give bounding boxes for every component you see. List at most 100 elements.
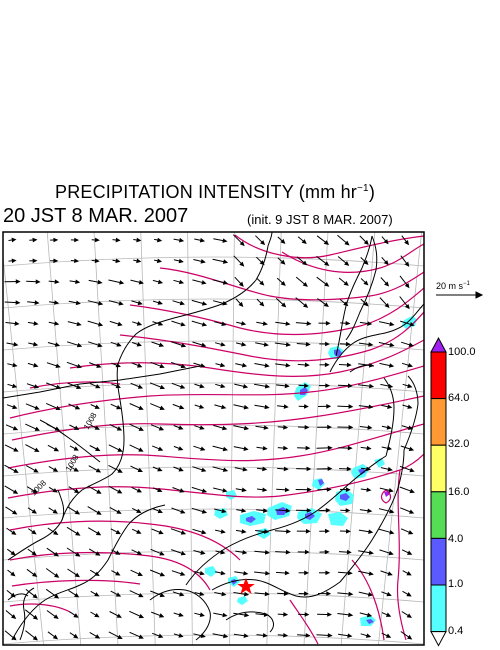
- wind-vector-head: [366, 445, 372, 451]
- grid-parallel: [3, 256, 424, 267]
- wind-vector-head: [54, 426, 61, 431]
- wind-vector-head: [97, 279, 103, 285]
- wind-vector-head: [346, 549, 352, 555]
- isobar-label: 1008: [29, 478, 48, 497]
- wind-vector-head: [137, 363, 143, 368]
- wind-vector-head: [12, 509, 18, 515]
- title-close: ): [368, 182, 376, 202]
- wind-vector-head: [324, 362, 330, 368]
- wind-vector-head: [34, 405, 40, 410]
- wind-vector-head: [286, 529, 292, 534]
- wind-vector-head: [283, 591, 289, 596]
- wind-vector-head: [306, 466, 312, 472]
- wind-vector-head: [283, 612, 289, 617]
- colorbar-level-0-4: 0.4: [448, 625, 464, 637]
- wind-vector-head: [137, 571, 143, 577]
- wind-vector-head: [244, 612, 250, 618]
- wind-vector-head: [345, 528, 351, 534]
- wind-vector-head: [180, 550, 186, 556]
- wind-vector-head: [117, 489, 123, 494]
- wind-vector-head: [13, 468, 19, 473]
- isobar: [351, 559, 385, 641]
- wind-vector-head: [138, 613, 145, 619]
- wind-vector-head: [363, 301, 369, 307]
- wind-vector-head: [327, 466, 333, 472]
- wind-vector-head: [54, 279, 60, 285]
- wind-vector-head: [13, 342, 19, 347]
- wind-vector-head: [94, 258, 100, 264]
- wind-vector-head: [31, 529, 37, 535]
- wind-vector-head: [94, 237, 100, 243]
- wind-vector-head: [262, 321, 268, 326]
- wind-vector-head: [201, 342, 207, 348]
- wind-vector-head: [409, 509, 415, 514]
- wind-vector-head: [96, 489, 102, 494]
- wind-vector-head: [283, 466, 289, 472]
- map-frame: [2, 231, 425, 646]
- precip-cell: [226, 490, 237, 500]
- wind-vector-head: [201, 488, 208, 493]
- wind-vector-head: [388, 488, 394, 493]
- wind-vector-head: [74, 572, 80, 578]
- wind-vector-head: [263, 529, 270, 534]
- colorbar-level-100: 100.0: [448, 346, 476, 358]
- wind-vector-head: [54, 573, 60, 578]
- grid-meridian: [266, 232, 282, 645]
- wind-vector-head: [136, 508, 142, 513]
- wind-vector-head: [302, 260, 308, 266]
- wind-vector-head: [368, 404, 374, 410]
- coast-honshu-east: [339, 449, 405, 583]
- wind-vector-head: [368, 550, 374, 555]
- wind-vector-head: [388, 383, 394, 389]
- wind-vector-head: [285, 549, 291, 555]
- wind-vector-head: [201, 322, 208, 327]
- wind-vector-head: [97, 342, 103, 348]
- wind-vector-head: [284, 383, 290, 389]
- wind-vector-head: [368, 529, 374, 535]
- wind-vector-head: [199, 591, 205, 597]
- wind-vector-head: [285, 342, 291, 347]
- wind-vector-head: [33, 362, 39, 368]
- wind-vector-head: [239, 261, 245, 267]
- wind-vector-head: [404, 283, 410, 289]
- wind-vector-head: [136, 237, 142, 243]
- wind-vector-head: [11, 383, 18, 389]
- wind-vector-head: [327, 612, 333, 617]
- wind-vector-head: [179, 300, 185, 306]
- wind-vector-head: [200, 446, 206, 451]
- wind-vector-head: [280, 238, 286, 244]
- grid-meridian: [303, 232, 329, 645]
- precip-cell-heavy: [318, 479, 324, 486]
- wind-vector-head: [409, 467, 415, 473]
- wind-vector-head: [383, 239, 389, 245]
- wind-vector-head: [96, 510, 102, 515]
- wind-vector-head: [241, 508, 247, 513]
- wind-vector-head: [343, 281, 349, 286]
- isobar: [29, 381, 121, 389]
- wind-vector-head: [259, 280, 265, 286]
- wind-vector-head: [345, 320, 351, 326]
- wind-vector-head: [55, 363, 61, 369]
- wind-vector-head: [201, 467, 207, 473]
- precip-cell: [312, 478, 325, 490]
- wind-vector-head: [280, 280, 286, 286]
- wind-vector-head: [283, 632, 289, 638]
- wind-vector-head: [53, 614, 59, 619]
- wind-vector-head: [367, 592, 374, 597]
- wind-vector-head: [306, 487, 312, 492]
- title-main: PRECIPITATION INTENSITY (mm hr: [54, 182, 357, 202]
- isobar: [11, 395, 424, 441]
- title-unit-exponent: −1: [357, 183, 369, 194]
- wind-vector-head: [115, 550, 121, 555]
- grid-parallel: [3, 382, 424, 393]
- wind-vector-head: [347, 633, 353, 639]
- wind-vector-head: [348, 591, 354, 597]
- wind-vector-head: [407, 404, 413, 409]
- wind-vector-head: [346, 466, 352, 472]
- wind-vector-head: [94, 404, 100, 409]
- wind-vector-head: [262, 445, 268, 451]
- wind-vector-head: [52, 509, 58, 514]
- wind-vector-head: [222, 612, 228, 618]
- wind-vector-head: [409, 488, 415, 494]
- wind-vector-head: [344, 240, 350, 246]
